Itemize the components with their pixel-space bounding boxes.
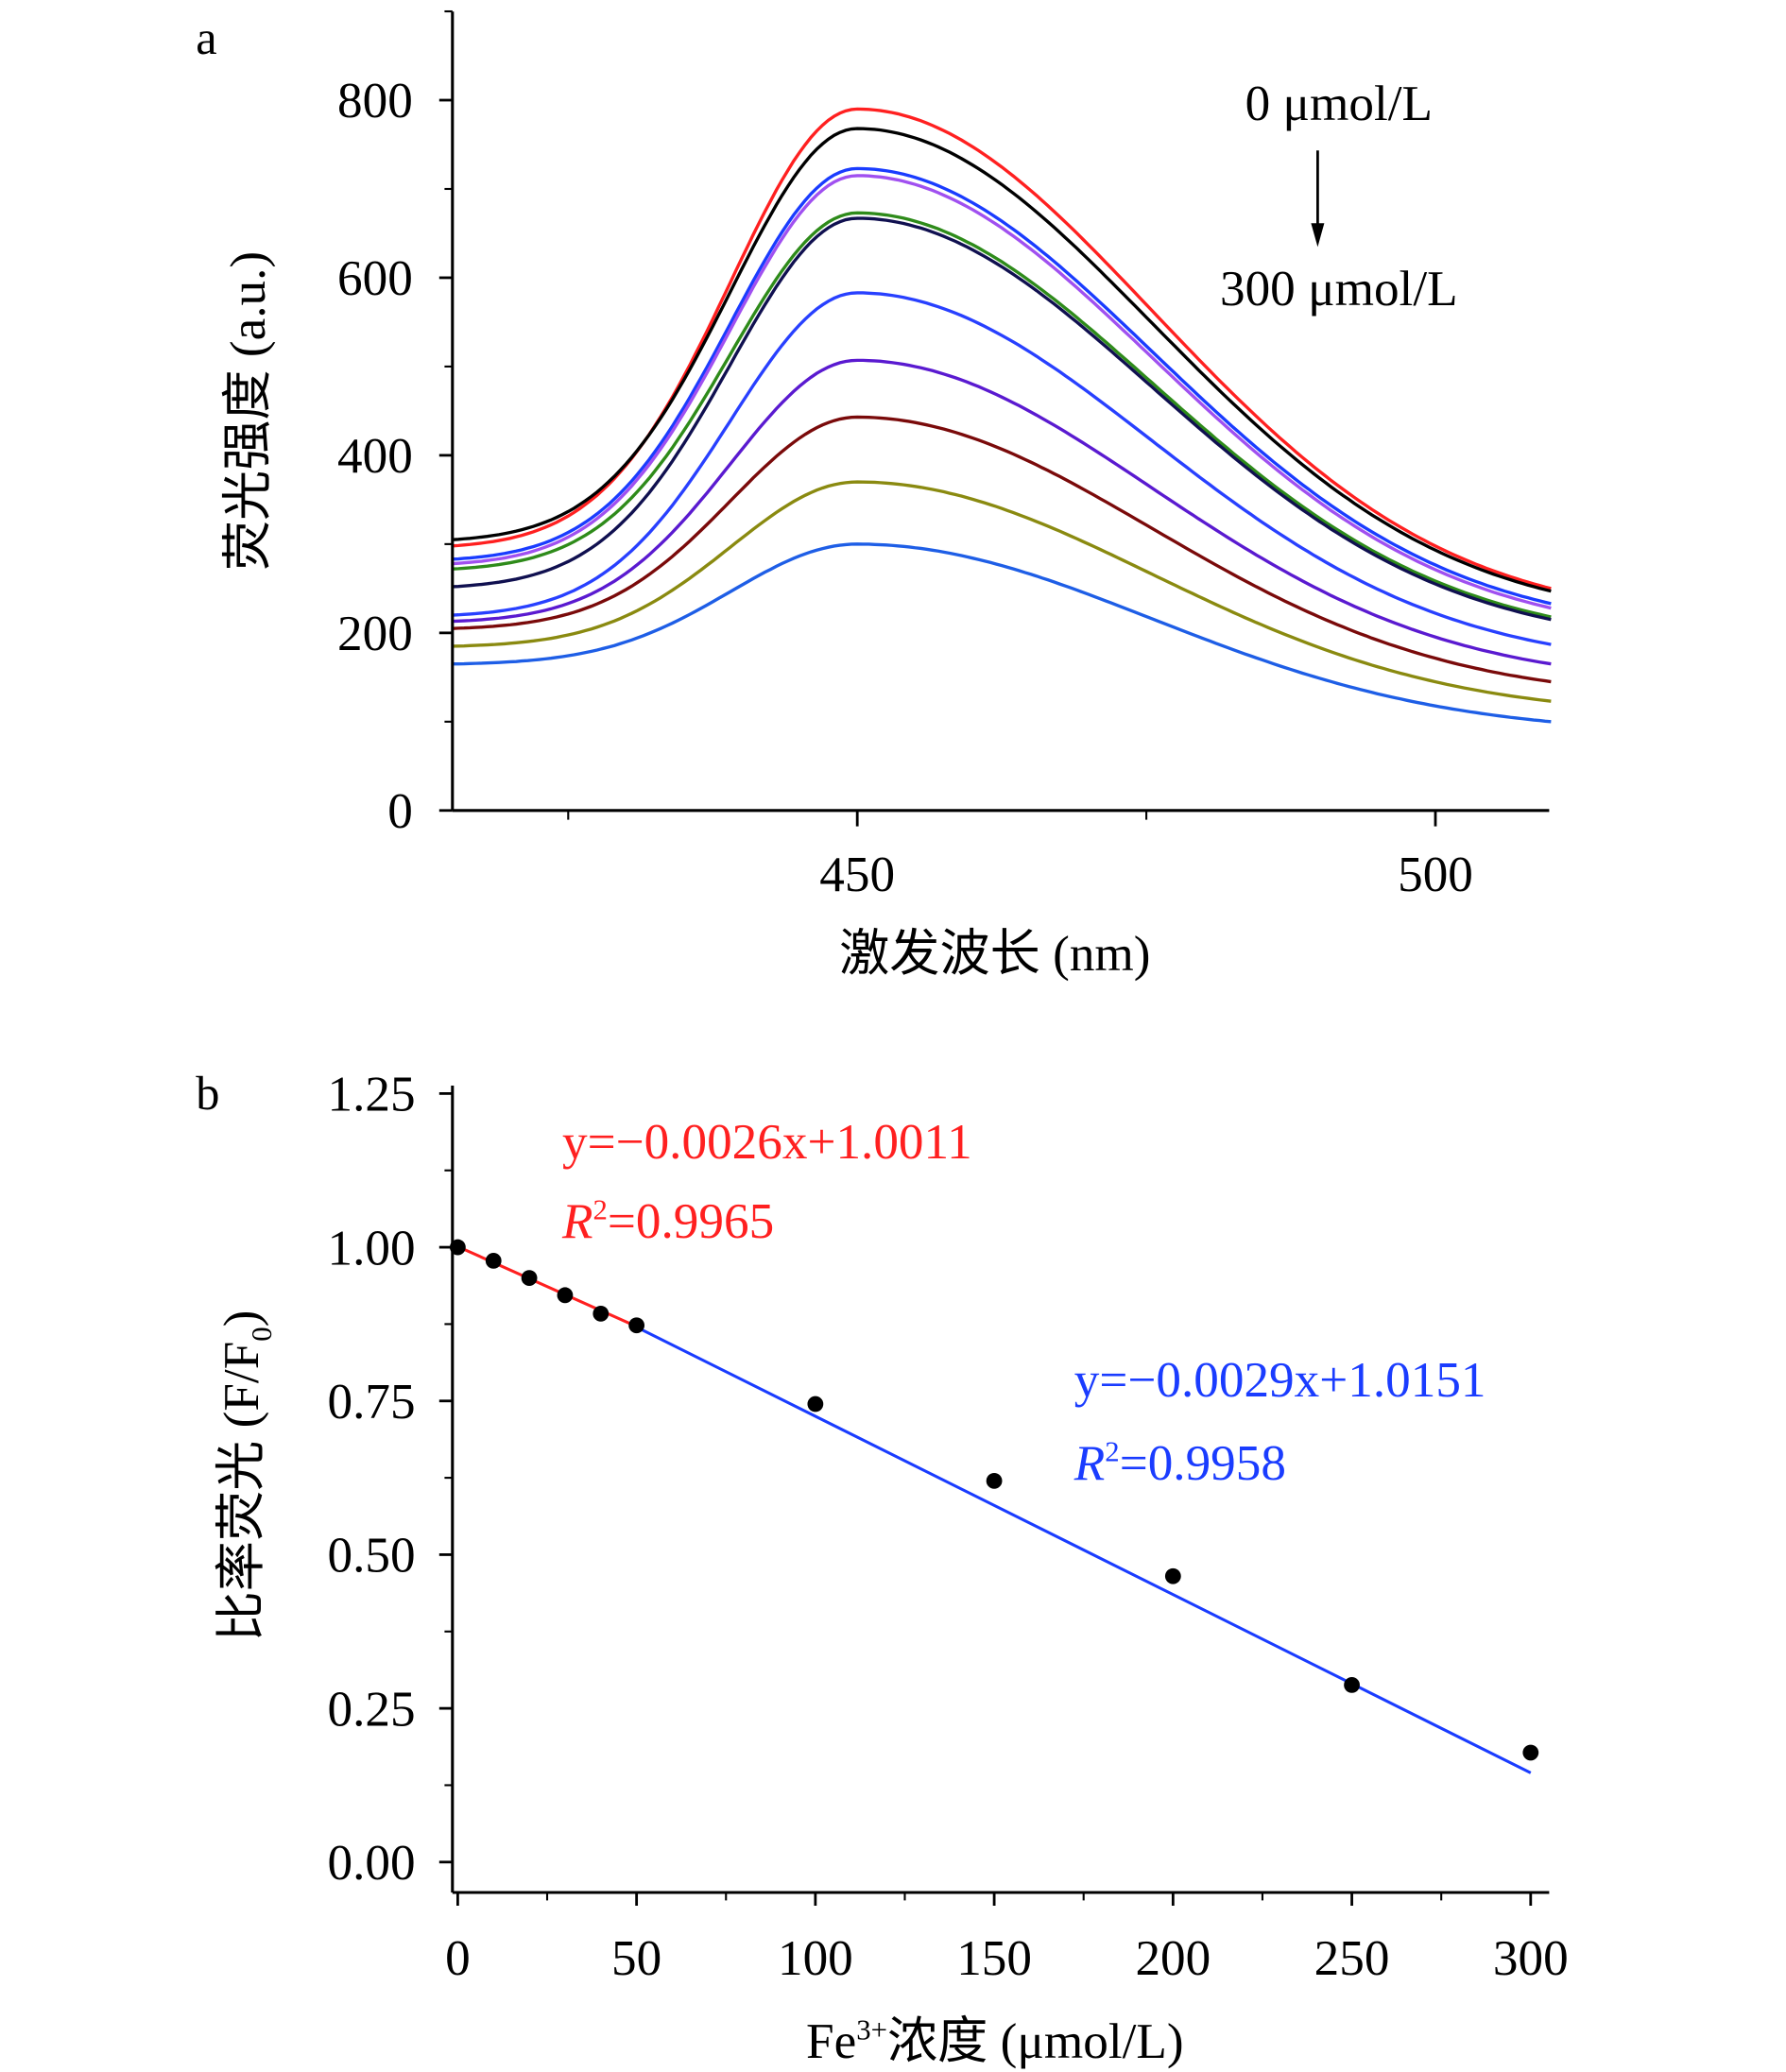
data-point xyxy=(1164,1567,1181,1584)
a-y-tick-label: 200 xyxy=(337,606,413,661)
b-x-tick-label: 150 xyxy=(956,1930,1032,1986)
b-y-axis-title: 比率荧光 (F/F0) xyxy=(214,1310,278,1642)
fit-low-r2: R2=0.9965 xyxy=(561,1193,774,1249)
b-y-tick-label: 1.00 xyxy=(328,1220,416,1276)
b-x-axis-title-superscript: 3+ xyxy=(856,2013,887,2046)
b-y-axis-title-subscript: 0 xyxy=(246,1327,278,1341)
b-x-tick-label: 100 xyxy=(778,1930,853,1986)
b-x-tick-label: 250 xyxy=(1314,1930,1390,1986)
data-point xyxy=(521,1270,538,1287)
fit-high-r2-exponent: 2 xyxy=(1105,1436,1119,1468)
fit-low-r2-exponent: 2 xyxy=(593,1193,608,1225)
data-point xyxy=(628,1317,645,1334)
data-point xyxy=(1522,1744,1539,1761)
b-x-tick-label: 200 xyxy=(1135,1930,1211,1986)
fit-low-r2-value: =0.9965 xyxy=(608,1193,774,1249)
spectra-curves xyxy=(452,107,1552,724)
a-y-axis-title: 荧光强度 (a.u.) xyxy=(220,251,276,571)
data-point xyxy=(557,1287,574,1304)
annotation-start-concentration: 0 μmol/L xyxy=(1245,76,1433,131)
spectrum-line xyxy=(452,291,1552,646)
spectrum-line xyxy=(452,211,1552,619)
spectrum-line xyxy=(452,415,1552,684)
spectrum-line xyxy=(452,542,1552,724)
fit-high-equation: y=−0.0029x+1.0151 xyxy=(1074,1352,1486,1408)
fit-low-line xyxy=(456,1244,638,1328)
spectrum-line xyxy=(452,107,1552,591)
a-x-axis-title: 激发波长 (nm) xyxy=(839,926,1150,982)
b-x-axis-title-element: Fe xyxy=(806,2013,856,2069)
panel-a-label: a xyxy=(196,11,216,64)
b-y-axis-title-close: ) xyxy=(214,1310,269,1327)
data-point xyxy=(807,1396,824,1413)
b-y-tick-label: 1.25 xyxy=(328,1067,416,1122)
spectrum-line xyxy=(452,166,1552,606)
spectrum-line xyxy=(452,127,1552,593)
b-y-tick-label: 0.00 xyxy=(328,1835,416,1891)
fit-high-r2-value: =0.9958 xyxy=(1120,1435,1286,1491)
fit-high-r-symbol: R xyxy=(1073,1435,1106,1491)
panel-a: a 0 200 400 600 800 450 500 荧光强度 (a.u.) 激发波长 (… xyxy=(196,9,1552,982)
fit-low-r-symbol: R xyxy=(561,1193,593,1249)
data-point xyxy=(1344,1676,1360,1693)
data-point xyxy=(592,1305,610,1322)
b-y-axis-title-main: 比率荧光 (F/F xyxy=(214,1342,269,1642)
fit-low-equation: y=−0.0026x+1.0011 xyxy=(562,1114,972,1170)
a-x-tick-label: 500 xyxy=(1398,847,1473,902)
fit-high-r2: R2=0.9958 xyxy=(1073,1435,1286,1491)
b-y-tick-label: 0.25 xyxy=(328,1681,416,1737)
spectrum-line xyxy=(452,174,1552,610)
spectrum-line xyxy=(452,216,1552,622)
b-x-axis-title-rest: 浓度 (μmol/L) xyxy=(887,2013,1184,2069)
b-y-tick-label: 0.50 xyxy=(328,1528,416,1584)
a-ticks: 0 200 400 600 800 450 500 xyxy=(337,9,1473,902)
a-y-tick-label: 600 xyxy=(337,250,413,306)
b-x-tick-label: 50 xyxy=(611,1930,661,1986)
b-x-axis-title: Fe3+浓度 (μmol/L) xyxy=(806,2013,1184,2069)
data-points xyxy=(450,1239,1539,1761)
a-x-tick-label: 450 xyxy=(819,847,895,902)
annotation-end-concentration: 300 μmol/L xyxy=(1220,261,1458,317)
b-ticks: 0.00 0.25 0.50 0.75 1.00 1.25 0 50 100 150 200 250 3… xyxy=(328,1067,1569,1986)
panel-b: b 0.00 0.25 0.50 0.75 1.00 1.25 0 50 100 150 200 25… xyxy=(196,1067,1568,2069)
a-y-tick-label: 0 xyxy=(387,783,413,839)
arrow-down-icon xyxy=(1311,223,1325,248)
data-point xyxy=(450,1239,466,1256)
panel-b-label: b xyxy=(196,1067,219,1120)
b-y-tick-label: 0.75 xyxy=(328,1374,416,1430)
spectrum-line xyxy=(452,358,1552,666)
fit-high-line xyxy=(635,1326,1532,1774)
data-point xyxy=(986,1472,1003,1489)
data-point xyxy=(485,1252,502,1269)
a-y-tick-label: 400 xyxy=(337,428,413,484)
b-x-tick-label: 0 xyxy=(445,1930,471,1986)
b-x-tick-label: 300 xyxy=(1493,1930,1569,1986)
spectrum-line xyxy=(452,480,1552,703)
fit-lines xyxy=(456,1244,1532,1774)
a-y-tick-label: 800 xyxy=(337,73,413,128)
